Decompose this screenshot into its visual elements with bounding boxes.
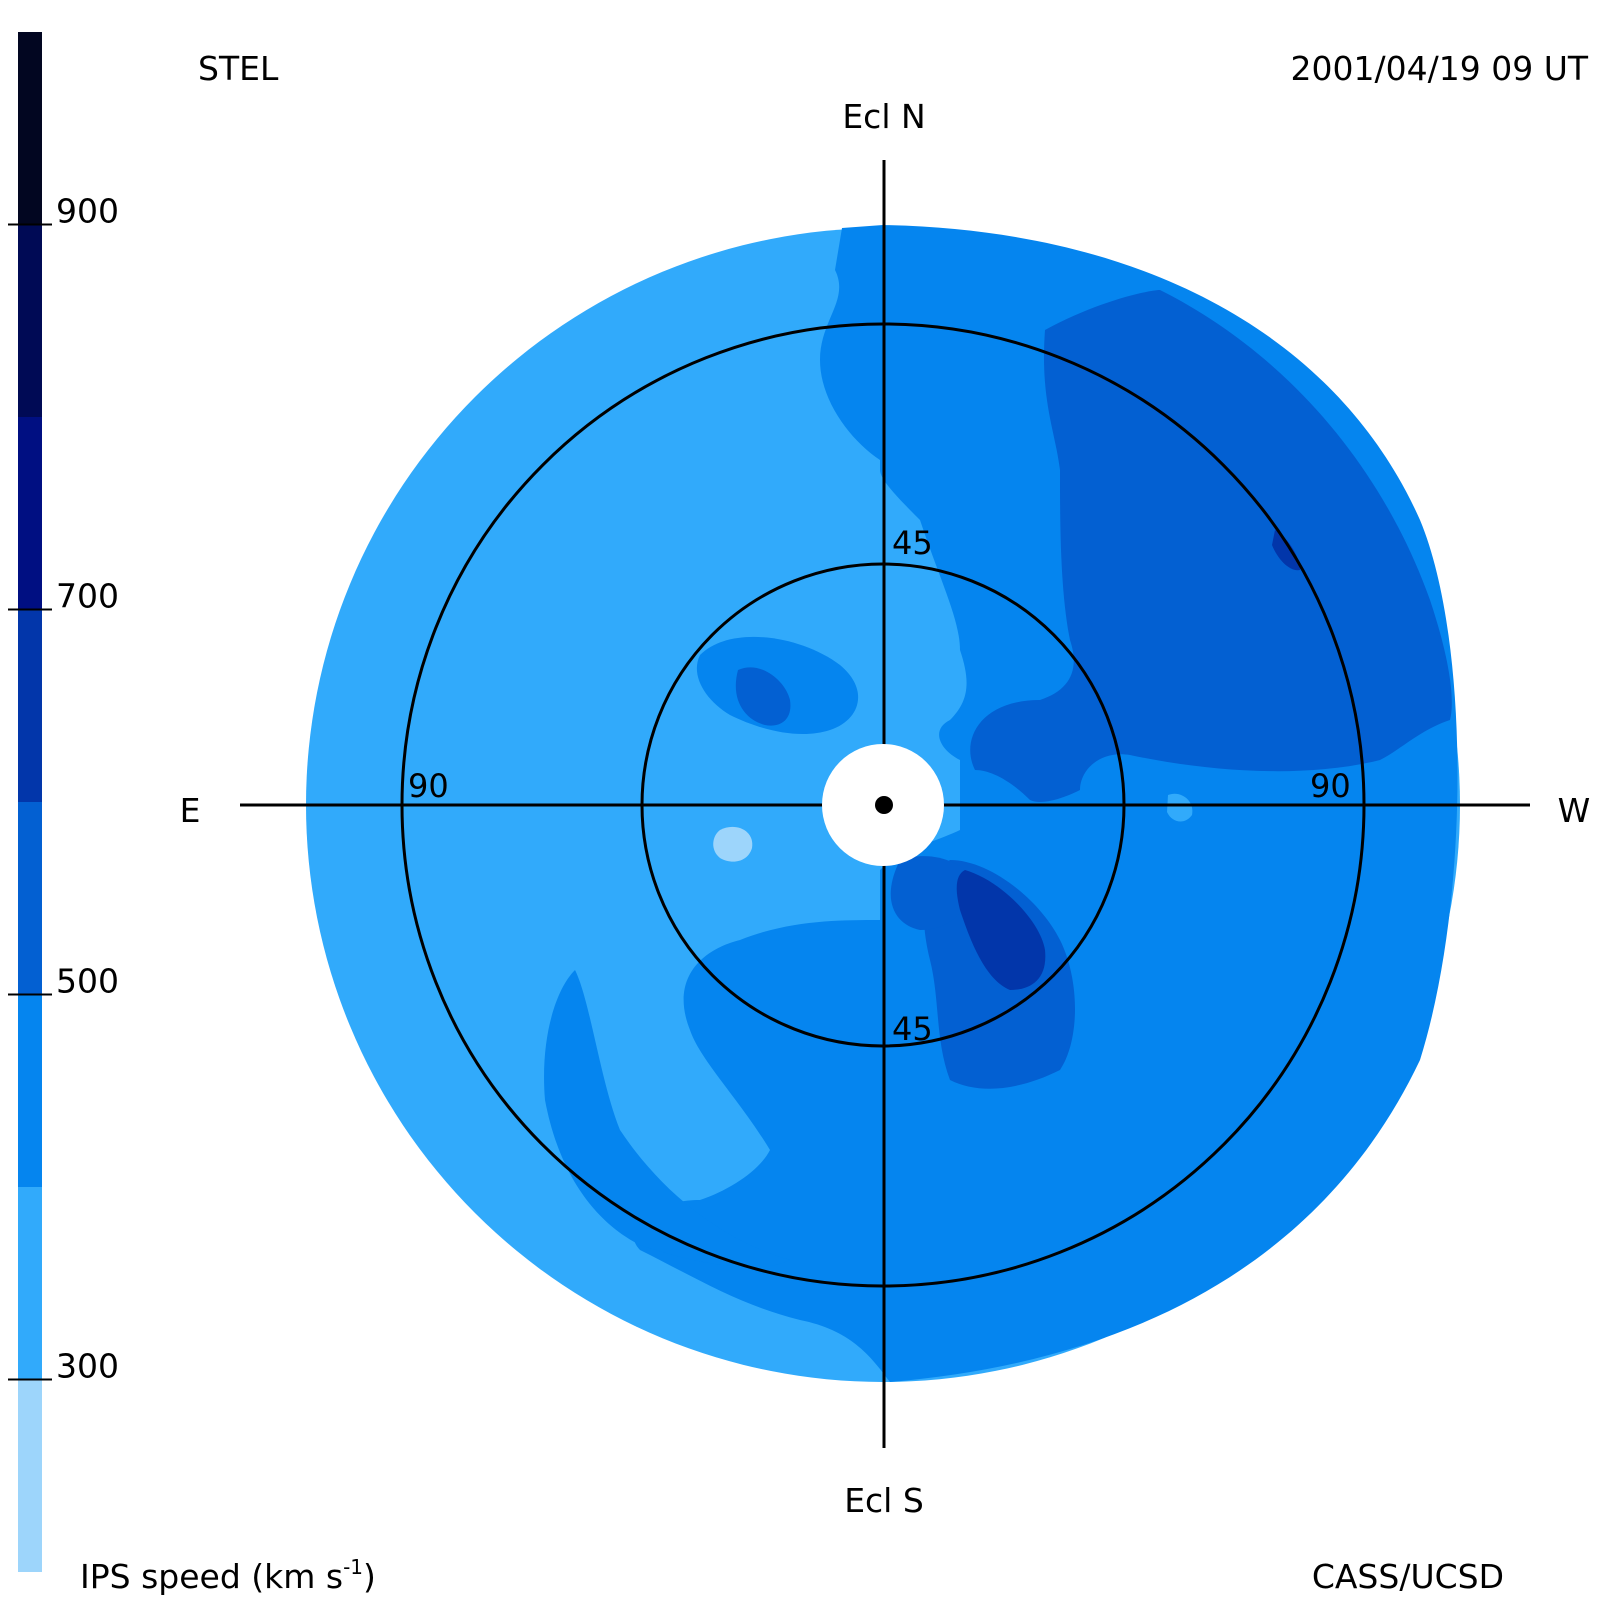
region-west-spot-300-400 bbox=[1167, 793, 1193, 822]
colorbar-title-sup: -1 bbox=[343, 1555, 363, 1579]
colorbar-tick-label-500: 500 bbox=[56, 962, 119, 1001]
direction-west: W bbox=[1558, 791, 1591, 830]
direction-east: E bbox=[180, 791, 201, 830]
label-90-east: 90 bbox=[408, 767, 449, 805]
colorbar-segment-500-600 bbox=[18, 802, 42, 995]
colorbar-tick-label-700: 700 bbox=[56, 577, 119, 616]
colorbar-segment-200-300 bbox=[18, 1379, 42, 1572]
label-45-south: 45 bbox=[892, 1010, 933, 1048]
colorbar-tick-label-300: 300 bbox=[56, 1347, 119, 1386]
colorbar-ticks: 300 500 700 900 bbox=[8, 192, 119, 1386]
datetime-label: 2001/04/19 09 UT bbox=[1291, 49, 1589, 88]
direction-south: Ecl S bbox=[844, 1481, 924, 1520]
colorbar-segment-800-900 bbox=[18, 224, 42, 417]
colorbar-segment-700-800 bbox=[18, 417, 42, 610]
region-east-patch-500-600 bbox=[735, 667, 791, 726]
region-southeast-band-400-500 bbox=[544, 970, 790, 1268]
label-45-north: 45 bbox=[892, 524, 933, 562]
region-northwest-500-600 bbox=[970, 290, 1452, 802]
region-southwest-core-600-700 bbox=[956, 870, 1046, 990]
label-90-west: 90 bbox=[1310, 767, 1351, 805]
colorbar-segment-600-700 bbox=[18, 609, 42, 802]
station-label: STEL bbox=[198, 49, 279, 88]
colorbar-tick-label-900: 900 bbox=[56, 192, 119, 231]
credit-label: CASS/UCSD bbox=[1312, 1557, 1504, 1596]
colorbar-title-end: ) bbox=[363, 1557, 376, 1596]
direction-north: Ecl N bbox=[842, 97, 925, 136]
region-east-low-200-300 bbox=[713, 826, 753, 862]
colorbar-segment-400-500 bbox=[18, 994, 42, 1187]
colorbar-segment-900-1000 bbox=[18, 32, 42, 225]
region-northwest-spot bbox=[1272, 530, 1300, 571]
region-inner-west-500-600 bbox=[890, 856, 975, 930]
colorbar bbox=[18, 32, 42, 1572]
colorbar-segment-300-400 bbox=[18, 1187, 42, 1380]
colorbar-title: IPS speed (km s-1) bbox=[80, 1555, 376, 1596]
sun-marker bbox=[875, 796, 893, 814]
colorbar-title-main: IPS speed (km s bbox=[80, 1557, 343, 1596]
